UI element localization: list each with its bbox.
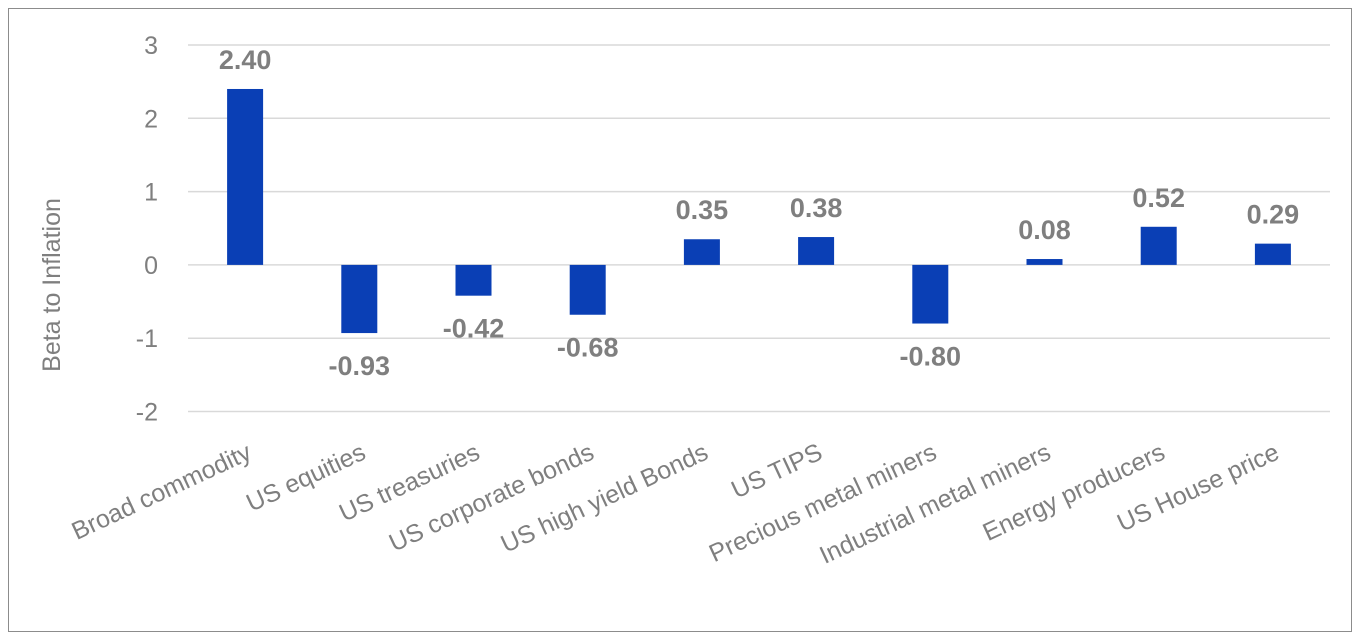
bar (798, 237, 835, 265)
y-tick-label: 1 (144, 179, 158, 207)
bar (569, 264, 606, 315)
category-label: Broad commodity (67, 438, 256, 546)
gridlines: 3 2 1 0 -1 -2 (136, 32, 1330, 427)
bar (912, 264, 949, 324)
bars (227, 88, 1291, 334)
y-tick-label: 2 (144, 105, 158, 133)
y-tick-label: 3 (144, 32, 158, 60)
data-label: -0.93 (329, 351, 391, 381)
bar (455, 264, 492, 296)
y-tick-label: -2 (136, 399, 158, 427)
bar (683, 239, 720, 265)
bar (1140, 226, 1177, 265)
data-label: 0.52 (1132, 183, 1185, 213)
data-labels: 2.40 -0.93 -0.42 -0.68 0.35 0.38 -0.80 0.08 0.52… (219, 45, 1299, 381)
data-label: -0.68 (557, 333, 619, 363)
y-axis-label: Beta to Inflation (38, 198, 66, 372)
category-label: US high yield Bonds (497, 438, 713, 559)
data-label: 2.40 (219, 45, 272, 75)
data-label: 0.38 (790, 193, 843, 223)
bar (1254, 243, 1291, 265)
y-tick-label: 0 (144, 252, 158, 280)
data-label: 0.29 (1247, 200, 1300, 230)
bar (227, 88, 264, 265)
data-label: 0.08 (1018, 215, 1071, 245)
data-label: -0.42 (443, 314, 505, 344)
bar (1026, 259, 1063, 265)
category-label: US corporate bonds (385, 438, 598, 557)
data-label: 0.35 (676, 195, 729, 225)
bar (341, 264, 378, 334)
y-tick-label: -1 (136, 325, 158, 353)
data-label: -0.80 (900, 342, 962, 372)
